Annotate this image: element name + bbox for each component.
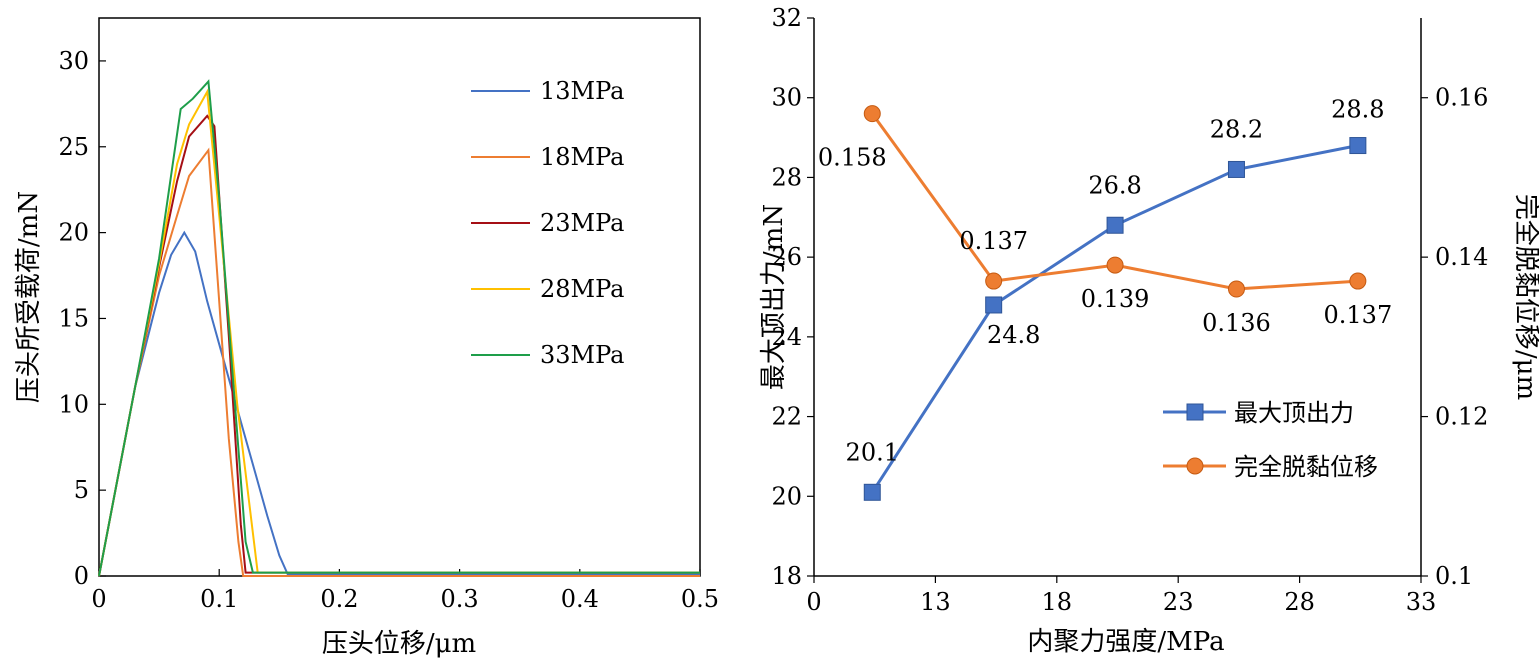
left-series-group [98, 79, 700, 577]
left-legend-label: 18MPa [540, 143, 625, 171]
left-x-tick-label: 0.1 [200, 585, 238, 613]
right-data-label: 0.137 [959, 227, 1028, 255]
left-legend: 13MPa 18MPa 23MPa 28MPa 33MPa [471, 77, 625, 369]
right-y-tick-label: 28 [771, 163, 802, 191]
right-data-label: 24.8 [987, 321, 1040, 349]
right-y-axis-label: 最大顶出力/mN [759, 204, 789, 390]
right-series-group [863, 105, 1367, 501]
right-point-square [1227, 160, 1245, 178]
right-x-tick-label: 28 [1284, 588, 1315, 616]
right-point-square [985, 296, 1003, 314]
right-data-label: 28.8 [1331, 96, 1384, 124]
right-y2-tick-label: 0.12 [1435, 403, 1488, 431]
left-legend-label: 28MPa [540, 275, 625, 303]
right-point-square [1349, 137, 1367, 155]
right-x-ticks: 0 13 18 23 28 33 [806, 576, 1436, 616]
right-y2-axis-label: 完全脱黏位移/μm [1511, 194, 1539, 400]
right-data-labels: 20.1 24.8 26.8 28.2 28.8 0.158 0.137 0.139 0.136… [818, 96, 1392, 467]
right-x-tick-label: 18 [1042, 588, 1073, 616]
right-point-circle [985, 272, 1003, 290]
left-x-axis-label: 压头位移/μm [322, 629, 476, 659]
left-y-tick-label: 5 [74, 476, 89, 504]
left-x-tick-label: 0.4 [561, 585, 599, 613]
left-legend-label: 13MPa [540, 77, 625, 105]
right-y2-tick-label: 0.14 [1435, 243, 1488, 271]
right-y-tick-label: 20 [771, 482, 802, 510]
left-y-tick-label: 20 [58, 219, 89, 247]
left-y-tick-label: 10 [58, 390, 89, 418]
right-y2-ticks: 0.1 0.12 0.14 0.16 [1421, 84, 1488, 590]
right-legend-label: 完全脱黏位移 [1234, 453, 1378, 481]
right-chart: 0 13 18 23 28 33 18 20 22 24 26 28 30 32 0.1 0.12 0.14… [759, 4, 1539, 657]
left-y-tick-label: 25 [58, 133, 89, 161]
right-legend-label: 最大顶出力 [1234, 399, 1354, 427]
right-data-label: 28.2 [1210, 115, 1263, 143]
left-x-tick-label: 0.3 [441, 585, 479, 613]
right-y-tick-label: 26 [771, 243, 802, 271]
right-data-label: 26.8 [1088, 171, 1141, 199]
left-x-ticks: 0 0.1 0.2 0.3 0.4 0.5 [91, 569, 719, 613]
left-series-line-13MPa [98, 230, 700, 577]
left-y-tick-label: 0 [74, 562, 89, 590]
right-y-tick-label: 32 [771, 4, 802, 32]
right-point-square [863, 483, 881, 501]
right-y-tick-label: 22 [771, 403, 802, 431]
right-point-square [1106, 216, 1124, 234]
left-y-tick-label: 30 [58, 47, 89, 75]
right-point-circle [1106, 256, 1124, 274]
right-legend-swatch-marker [1186, 403, 1204, 421]
left-chart: 0 0.1 0.2 0.3 0.4 0.5 0 5 10 15 20 25 30 13MPa 18MPa… [14, 17, 719, 659]
left-y-tick-label: 15 [58, 304, 89, 332]
right-x-tick-label: 0 [806, 588, 821, 616]
right-data-label: 0.137 [1324, 301, 1393, 329]
left-series-line-33MPa [98, 79, 700, 577]
right-x-tick-label: 23 [1163, 588, 1194, 616]
right-point-circle [863, 105, 881, 123]
left-x-tick-label: 0.2 [320, 585, 358, 613]
right-point-circle [1349, 272, 1367, 290]
left-legend-label: 23MPa [540, 209, 625, 237]
right-data-label: 20.1 [846, 438, 899, 466]
right-y-tick-label: 30 [771, 84, 802, 112]
left-legend-label: 33MPa [540, 341, 625, 369]
right-data-label: 0.158 [818, 144, 887, 172]
right-y-tick-label: 18 [771, 562, 802, 590]
right-x-tick-label: 13 [920, 588, 951, 616]
left-x-tick-label: 0 [91, 585, 106, 613]
right-y2-tick-label: 0.1 [1435, 562, 1473, 590]
right-data-label: 0.139 [1081, 285, 1150, 313]
right-y2-tick-label: 0.16 [1435, 84, 1488, 112]
right-x-tick-label: 33 [1406, 588, 1437, 616]
left-y-axis-label: 压头所受载荷/mN [14, 191, 44, 403]
right-point-circle [1227, 280, 1245, 298]
right-x-axis-label: 内聚力强度/MPa [1027, 627, 1224, 657]
left-y-ticks: 0 5 10 15 20 25 30 [58, 47, 106, 590]
right-y-tick-label: 24 [771, 323, 802, 351]
right-y-ticks: 18 20 22 24 26 28 30 32 [771, 4, 814, 590]
right-data-label: 0.136 [1202, 309, 1271, 337]
right-legend-swatch-marker [1186, 457, 1204, 475]
left-x-tick-label: 0.5 [681, 585, 719, 613]
left-series-line-18MPa [98, 147, 700, 577]
